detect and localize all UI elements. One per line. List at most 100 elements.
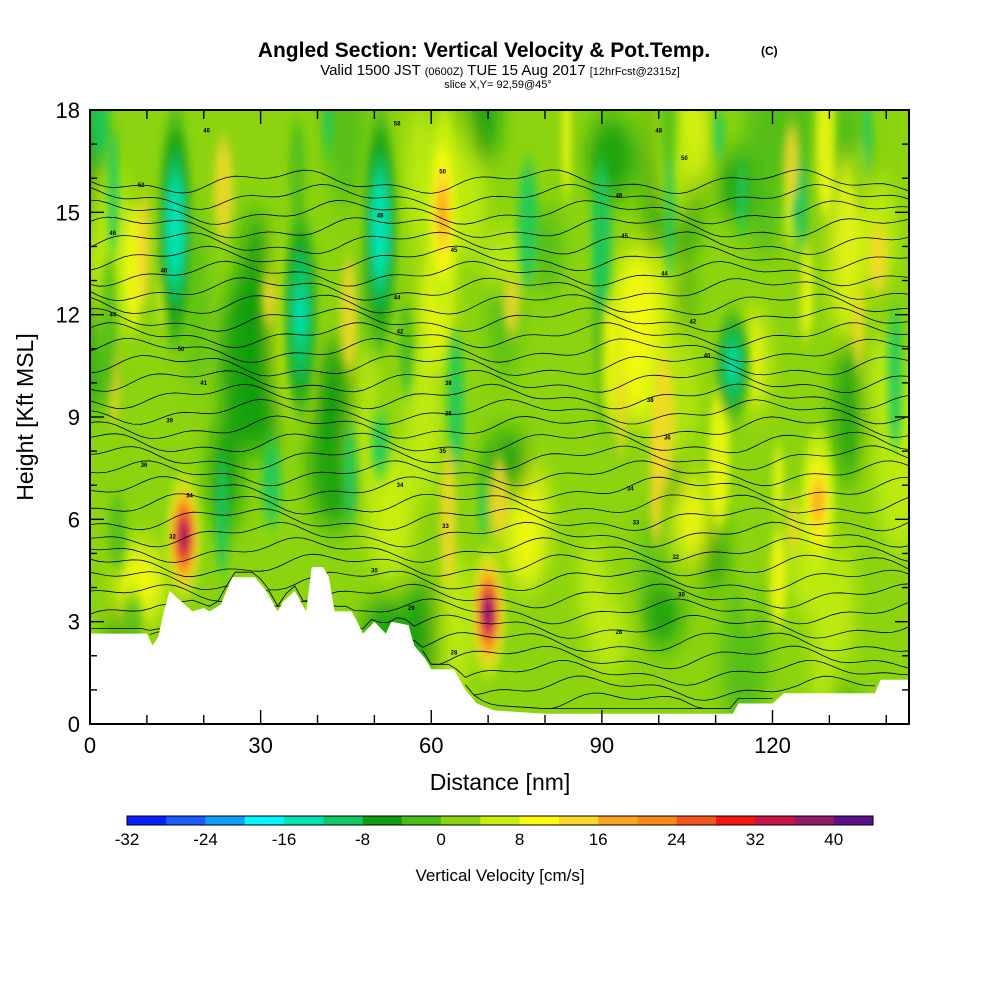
- valid-utc: (0600Z): [425, 66, 464, 78]
- velocity-streak: [649, 403, 663, 549]
- theta-contour-label: 42: [690, 319, 697, 325]
- colorbar-swatch: [205, 816, 246, 825]
- colorbar-swatch: [715, 816, 756, 825]
- theta-contour-label: 32: [169, 534, 176, 540]
- velocity-streak: [591, 159, 612, 311]
- y-tick-label: 9: [68, 405, 80, 430]
- colorbar-swatch: [519, 816, 560, 825]
- colorbar-tick-label: 40: [824, 830, 843, 849]
- theta-contour-line: [90, 231, 909, 255]
- velocity-streak: [708, 390, 730, 528]
- theta-contour-line: [90, 183, 909, 210]
- theta-contour-line: [90, 383, 909, 410]
- velocity-streak: [815, 110, 836, 217]
- theta-contour-line: [90, 337, 909, 364]
- theta-contour-line: [90, 493, 909, 515]
- velocity-patch: [829, 536, 855, 667]
- theta-contour-label: 42: [397, 330, 404, 336]
- theta-contour-line: [90, 569, 909, 592]
- x-tick-label: 120: [754, 733, 791, 758]
- slice-label: slice X,Y= 92,59@45°: [444, 79, 552, 91]
- downdraft-core: [374, 201, 386, 258]
- velocity-streak: [787, 492, 798, 557]
- velocity-streak: [799, 245, 813, 340]
- velocity-patch: [834, 339, 862, 484]
- theta-contour-line: [90, 260, 909, 287]
- x-tick-label: 0: [84, 733, 96, 758]
- theta-contour-line: [90, 355, 909, 377]
- updraft-core: [482, 597, 494, 630]
- theta-contour-label: 50: [178, 347, 185, 353]
- velocity-streak: [736, 161, 748, 234]
- velocity-streak: [323, 110, 333, 155]
- y-tick-label: 15: [56, 200, 80, 225]
- velocity-streak: [107, 129, 119, 254]
- theta-contour-label: 28: [616, 630, 623, 636]
- theta-contour-line: [525, 706, 730, 709]
- theta-contour-label: 39: [166, 418, 173, 424]
- x-tick-label: 30: [248, 733, 272, 758]
- velocity-streak: [741, 497, 757, 639]
- theta-contour-label: 48: [616, 193, 623, 199]
- theta-contour-label: 48: [655, 128, 662, 134]
- theta-contour-line: [90, 369, 909, 394]
- theta-contour-label: 34: [397, 483, 404, 489]
- theta-contour-line: [90, 521, 909, 548]
- colorbar-tick-label: -24: [193, 830, 218, 849]
- valid-prefix: Valid 1500 JST: [320, 62, 420, 79]
- velocity-streak: [616, 373, 626, 456]
- theta-contour-label: 45: [451, 248, 458, 254]
- colorbar-tick-label: -16: [272, 830, 297, 849]
- theta-contour-line: [90, 614, 909, 639]
- theta-contour-line: [90, 169, 909, 195]
- theta-contour-label: 44: [394, 296, 401, 302]
- colorbar-tick-label: 8: [515, 830, 524, 849]
- theta-contour-line: [90, 583, 909, 609]
- theta-contour-line: [90, 476, 909, 502]
- colorbar-frame: [126, 815, 874, 826]
- theta-contour-line: [90, 277, 909, 302]
- velocity-streak: [489, 455, 509, 538]
- velocity-streak: [659, 110, 678, 176]
- theta-contour-label: 33: [633, 521, 640, 527]
- velocity-streak: [518, 161, 538, 287]
- theta-contour-line: [90, 507, 909, 532]
- theta-contour-label: 29: [408, 606, 415, 612]
- velocity-streak: [371, 413, 389, 478]
- theta-contour-label: 46: [161, 268, 168, 274]
- theta-contour-label: 48: [377, 214, 384, 220]
- colorbar-swatch: [127, 816, 167, 825]
- colorbar-swatch: [558, 816, 599, 825]
- colorbar-swatch: [401, 816, 442, 825]
- velocity-streak: [288, 118, 307, 224]
- velocity-patch: [675, 474, 709, 563]
- theta-contour-label: 36: [445, 412, 452, 418]
- colorbar-tick-label: 24: [667, 830, 686, 849]
- theta-contour-label: 36: [664, 435, 671, 441]
- velocity-streak: [603, 304, 618, 424]
- colorbar-swatch: [480, 816, 520, 825]
- copyright-mark: (C): [761, 44, 778, 58]
- velocity-streak: [790, 221, 803, 354]
- y-tick-label: 12: [56, 303, 80, 328]
- colorbar-tick-label: 16: [589, 830, 608, 849]
- colorbar-swatch: [637, 816, 677, 825]
- theta-contour-label: 45: [621, 234, 628, 240]
- velocity-streak: [440, 453, 457, 586]
- potential-temperature-contours: [90, 169, 909, 710]
- theta-contour-line: [431, 659, 909, 686]
- velocity-patch: [578, 540, 607, 632]
- velocity-streak: [887, 306, 903, 449]
- x-axis-label: Distance [nm]: [430, 769, 571, 795]
- theta-contour-label: 58: [394, 122, 401, 128]
- forecast-label: [12hrFcst@2315z]: [590, 66, 680, 78]
- velocity-streak: [107, 494, 127, 572]
- velocity-patch: [743, 110, 785, 260]
- velocity-patch: [325, 110, 366, 210]
- velocity-streak: [262, 440, 281, 525]
- theta-contour-line: [90, 445, 909, 471]
- velocity-streak: [447, 332, 464, 469]
- colorbar-swatch: [362, 816, 403, 825]
- x-tick-label: 90: [590, 733, 614, 758]
- theta-contour-label: 38: [445, 381, 452, 387]
